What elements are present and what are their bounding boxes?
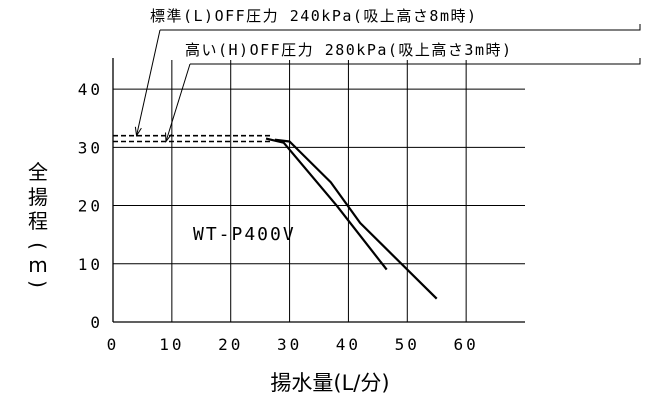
annotation-arrow-0 [134,126,142,138]
annotation-leader-0 [136,29,161,136]
annotation-text-1: 高い(H)OFF圧力 280kPa(吸上高さ3m時) [185,41,513,59]
y-label-char: 程 [28,209,48,233]
series-line-1 [274,138,438,300]
y-tick-label: 10 [78,255,103,274]
grid-lines [113,60,525,322]
annotation-arrow-1 [165,132,172,143]
model-label: WT-P400V [193,224,296,245]
off-pressure-dashed-lines [113,134,272,143]
y-tick-label: 0 [90,313,103,332]
x-tick-label: 60 [454,335,479,354]
performance-curves [265,137,438,300]
x-tick-label: 10 [159,335,184,354]
y-label-char: ( [26,242,50,250]
y-tick-label: 40 [78,80,103,99]
annotation-text-0: 標準(L)OFF圧力 240kPa(吸上高さ8m時) [150,7,478,25]
annotation-leader-1 [165,63,191,142]
y-tick-label: 20 [78,197,103,216]
x-tick-label: 0 [107,335,120,354]
y-label-char: 揚 [28,185,48,209]
axes [112,58,525,323]
x-tick-label: 40 [336,335,361,354]
y-label-char: m [28,253,47,277]
annotations: 標準(L)OFF圧力 240kPa(吸上高さ8m時) 高い(H)OFF圧力 280… [134,7,641,143]
x-axis-label: 揚水量(L/分) [270,371,389,395]
y-tick-label: 30 [78,138,103,157]
y-label-char: ) [26,280,50,288]
annotation-bracket-1 [190,58,641,65]
x-tick-label: 20 [218,335,243,354]
tick-labels: 0 10 20 30 40 50 60 0 10 20 30 40 [78,80,479,354]
x-tick-label: 30 [277,335,302,354]
annotation-bracket-0 [160,24,641,31]
y-label-char: 全 [28,160,48,184]
x-tick-label: 50 [395,335,420,354]
series-line-0 [265,137,388,271]
y-axis-label: 全揚程 ( m) [26,160,50,288]
